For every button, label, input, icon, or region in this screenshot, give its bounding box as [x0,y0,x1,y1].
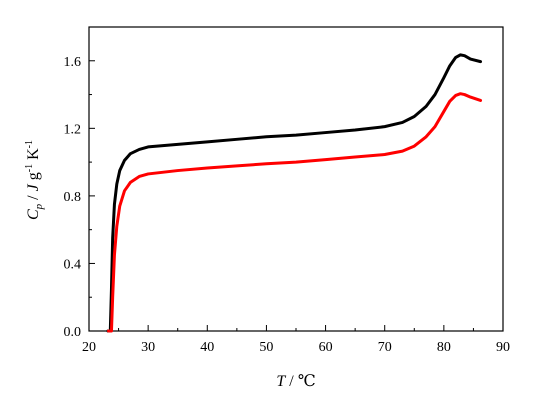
x-tick-label: 50 [259,340,273,355]
y-tick-label: 0.0 [64,325,82,340]
x-tick-label: 70 [378,340,392,355]
x-tick-label: 80 [437,340,451,355]
x-tick-label: 60 [319,340,333,355]
series-line-1 [106,53,483,333]
y-tick-label: 1.6 [64,55,82,70]
ticks: 20 30 40 50 60 70 80 90 0.0 0.4 0.8 1.2 1.6 [64,26,510,355]
x-tick-label: 30 [141,340,155,355]
series-line-2 [107,92,483,333]
x-tick-label: 90 [496,340,510,355]
y-axis-title: Cp / J g-1 K-1 [24,140,45,220]
plot-frame [88,26,504,332]
x-axis-title: T / ℃ [276,373,315,390]
y-tick-label: 1.2 [64,122,82,137]
y-tick-label: 0.8 [64,190,82,205]
x-tick-label: 20 [82,340,96,355]
x-tick-label: 40 [200,340,214,355]
series-layer [106,53,483,333]
y-tick-label: 0.4 [64,257,82,272]
